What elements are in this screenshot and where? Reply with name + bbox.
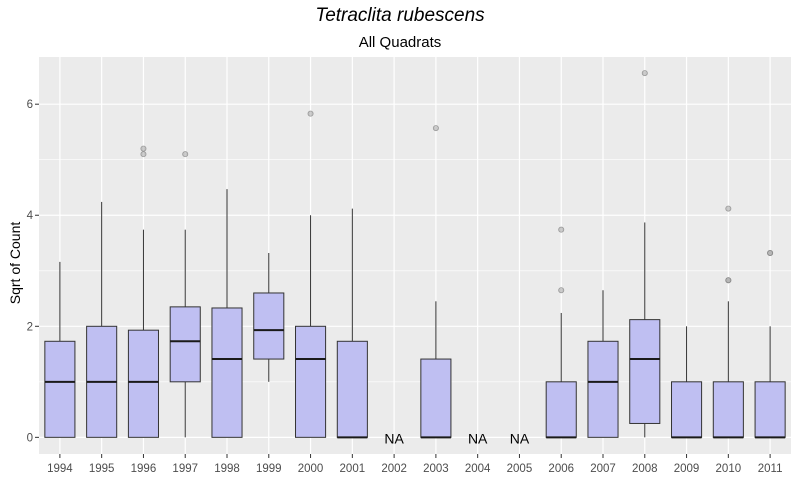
y-tick-label: 4 [27,210,34,222]
x-tick-label: 2009 [674,463,700,475]
box-2001 [336,340,368,438]
grid-lines [39,57,791,454]
x-tick-label: 2001 [340,463,366,475]
outlier-point [767,250,774,257]
box-2007 [587,340,619,438]
x-tick-label: 2002 [381,463,407,475]
x-tick-label: 2005 [507,463,533,475]
x-tick-label: 2006 [548,463,574,475]
x-tick-label: 1994 [47,463,73,475]
box-1998 [211,307,243,438]
box-2009 [671,381,703,438]
outlier-point [725,277,732,284]
x-tick-label: 2011 [758,463,783,475]
x-tick-label: 1998 [214,463,240,475]
outlier-point [432,125,439,132]
box-2008 [629,319,661,424]
box-2000 [295,325,327,438]
y-tick-label: 6 [27,99,33,111]
chart-title: Tetraclita rubescens [315,5,485,26]
outlier-point [307,110,314,117]
box-2011 [754,381,786,438]
box-marks: NA NA NA [44,70,786,446]
x-tick-label: 1999 [256,463,282,475]
na-label: NA [384,430,404,446]
x-tick-label: 2000 [298,463,324,475]
plot-panel [39,57,791,454]
outlier-point [558,226,565,233]
y-tick-label: 0 [27,432,33,444]
outlier-point [725,205,732,212]
na-label: NA [468,430,488,446]
outlier-point [140,151,147,158]
outlier-point [140,145,147,152]
box-2010 [712,381,744,438]
x-tick-label: 2003 [423,463,449,475]
axis-ticks: 0 2 4 6 1994 1995 1996 1997 1998 1999 2000 2001 2002… [27,99,783,475]
x-tick-label: 1997 [172,463,198,475]
outlier-point [641,70,648,77]
x-tick-label: 2007 [590,463,616,475]
na-label: NA [510,430,530,446]
box-2006 [545,381,577,438]
box-1999 [253,292,285,360]
box-1997 [169,306,201,383]
box-1994 [44,340,76,438]
x-tick-label: 1995 [89,463,115,475]
y-tick-label: 2 [27,321,33,333]
outlier-point [558,287,565,294]
x-tick-label: 1996 [131,463,157,475]
chart-subtitle: All Quadrats [358,34,442,51]
box-2003 [420,358,452,438]
box-1996 [127,329,159,438]
outlier-point [182,151,189,158]
x-tick-label: 2004 [465,463,491,475]
x-tick-label: 2008 [632,463,658,475]
x-tick-label: 2010 [716,463,742,475]
